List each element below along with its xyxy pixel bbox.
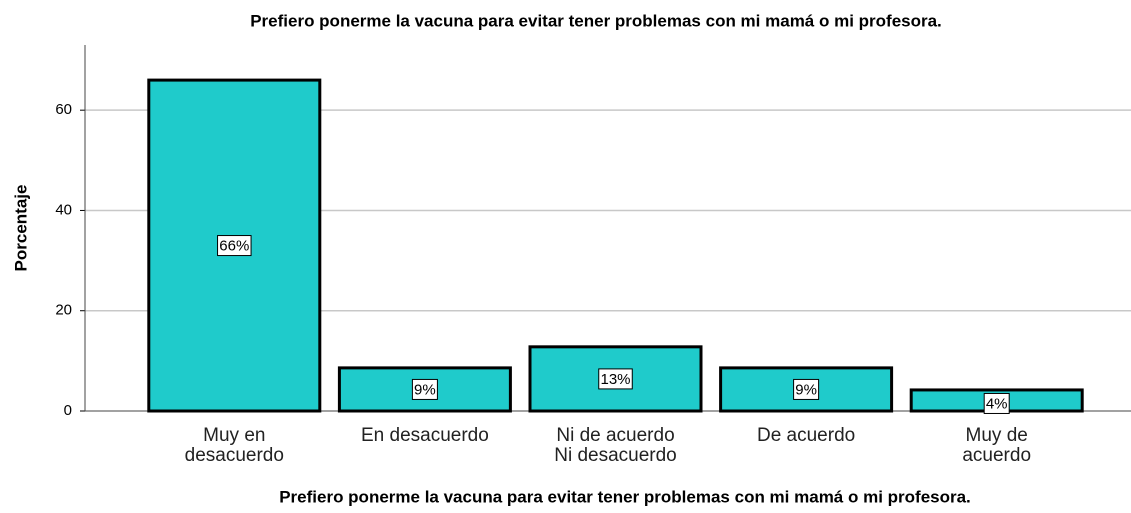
y-axis-title: Porcentaje [11,185,30,272]
value-label: 9% [414,381,436,398]
chart-title: Prefiero ponerme la vacuna para evitar t… [250,11,942,30]
value-label-box [217,235,252,257]
value-label: 66% [219,238,249,255]
bar [147,78,322,413]
x-axis-title: Prefiero ponerme la vacuna para evitar t… [279,487,971,506]
x-tick-label: desacuerdo [185,445,284,466]
x-tick-label: acuerdo [962,445,1031,466]
x-tick-label: De acuerdo [757,425,855,446]
value-label: 9% [795,381,817,398]
value-label-box [793,378,820,400]
value-label-box [598,368,633,390]
x-tick-label: Muy de [966,425,1028,446]
x-tick-label: Ni de acuerdo [556,425,674,446]
value-label-box [983,392,1010,414]
y-tick-label: 20 [55,302,72,319]
x-tick-label: Muy en [203,425,265,446]
x-tick-label: Ni desacuerdo [554,445,677,466]
y-tick-label: 0 [64,402,72,419]
y-tick-label: 40 [55,201,72,218]
x-tick-label: En desacuerdo [361,425,489,446]
value-label: 13% [600,371,630,388]
value-label: 4% [986,395,1008,412]
value-label-box [411,378,438,400]
y-tick-label: 60 [55,101,72,118]
